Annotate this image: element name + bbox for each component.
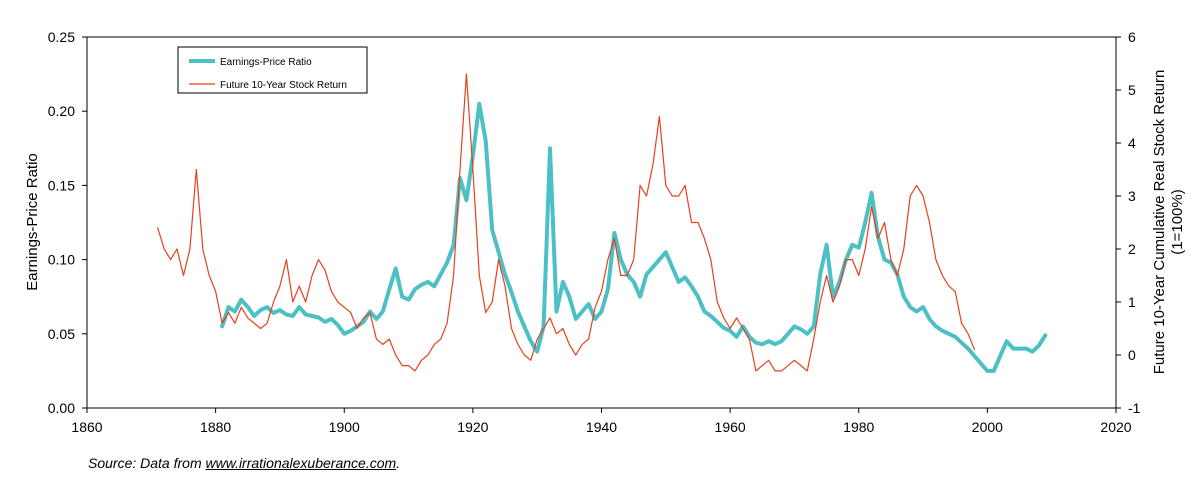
source-link[interactable]: www.irrationalexuberance.com xyxy=(205,455,397,471)
right-tick-label: 5 xyxy=(1128,82,1136,98)
source-suffix: . xyxy=(396,455,401,471)
right-tick-label: 0 xyxy=(1128,347,1136,363)
x-axis-ticks: 1860 1880 1900 1920 1940 1960 1980 2000 2020 xyxy=(71,408,1132,435)
right-tick-label: 1 xyxy=(1128,294,1136,310)
left-tick-label: 0.05 xyxy=(48,326,75,342)
x-tick-label: 1980 xyxy=(843,419,874,435)
plot-area xyxy=(86,36,1117,409)
legend-label-future-return: Future 10-Year Stock Return xyxy=(220,80,347,91)
x-tick-label: 2020 xyxy=(1100,419,1131,435)
right-axis-ticks: -1 0 1 2 3 4 5 6 xyxy=(1116,29,1141,416)
x-tick-label: 2000 xyxy=(972,419,1003,435)
x-tick-label: 1860 xyxy=(71,419,102,435)
right-tick-label: 4 xyxy=(1128,135,1136,151)
left-tick-label: 0.00 xyxy=(48,400,75,416)
left-tick-label: 0.20 xyxy=(48,103,75,119)
left-tick-label: 0.15 xyxy=(48,177,75,193)
right-axis-title-unit: (1=100%) xyxy=(1169,189,1186,254)
source-note: Source: Data from www.irrationalexuberan… xyxy=(88,455,400,471)
right-tick-label: 6 xyxy=(1128,29,1136,45)
x-tick-label: 1960 xyxy=(715,419,746,435)
source-prefix: Source: Data from xyxy=(88,455,206,471)
left-tick-label: 0.10 xyxy=(48,252,75,268)
right-tick-label: -1 xyxy=(1128,400,1141,416)
series-line-future-return xyxy=(157,73,976,372)
right-tick-label: 3 xyxy=(1128,188,1136,204)
right-tick-label: 2 xyxy=(1128,241,1136,257)
right-axis-title: Future 10-Year Cumulative Real Stock Ret… xyxy=(1151,70,1168,375)
left-axis-title: Earnings-Price Ratio xyxy=(24,153,41,291)
x-tick-label: 1920 xyxy=(457,419,488,435)
x-tick-label: 1880 xyxy=(200,419,231,435)
series-layer xyxy=(157,73,1048,373)
left-tick-label: 0.25 xyxy=(48,29,75,45)
x-tick-label: 1900 xyxy=(329,419,360,435)
legend: Earnings-Price Ratio Future 10-Year Stoc… xyxy=(177,46,368,94)
x-tick-label: 1940 xyxy=(586,419,617,435)
legend-box xyxy=(177,46,368,94)
legend-label-earnings-price-ratio: Earnings-Price Ratio xyxy=(220,57,312,68)
left-axis-ticks: 0.00 0.05 0.10 0.15 0.20 0.25 xyxy=(48,29,87,416)
